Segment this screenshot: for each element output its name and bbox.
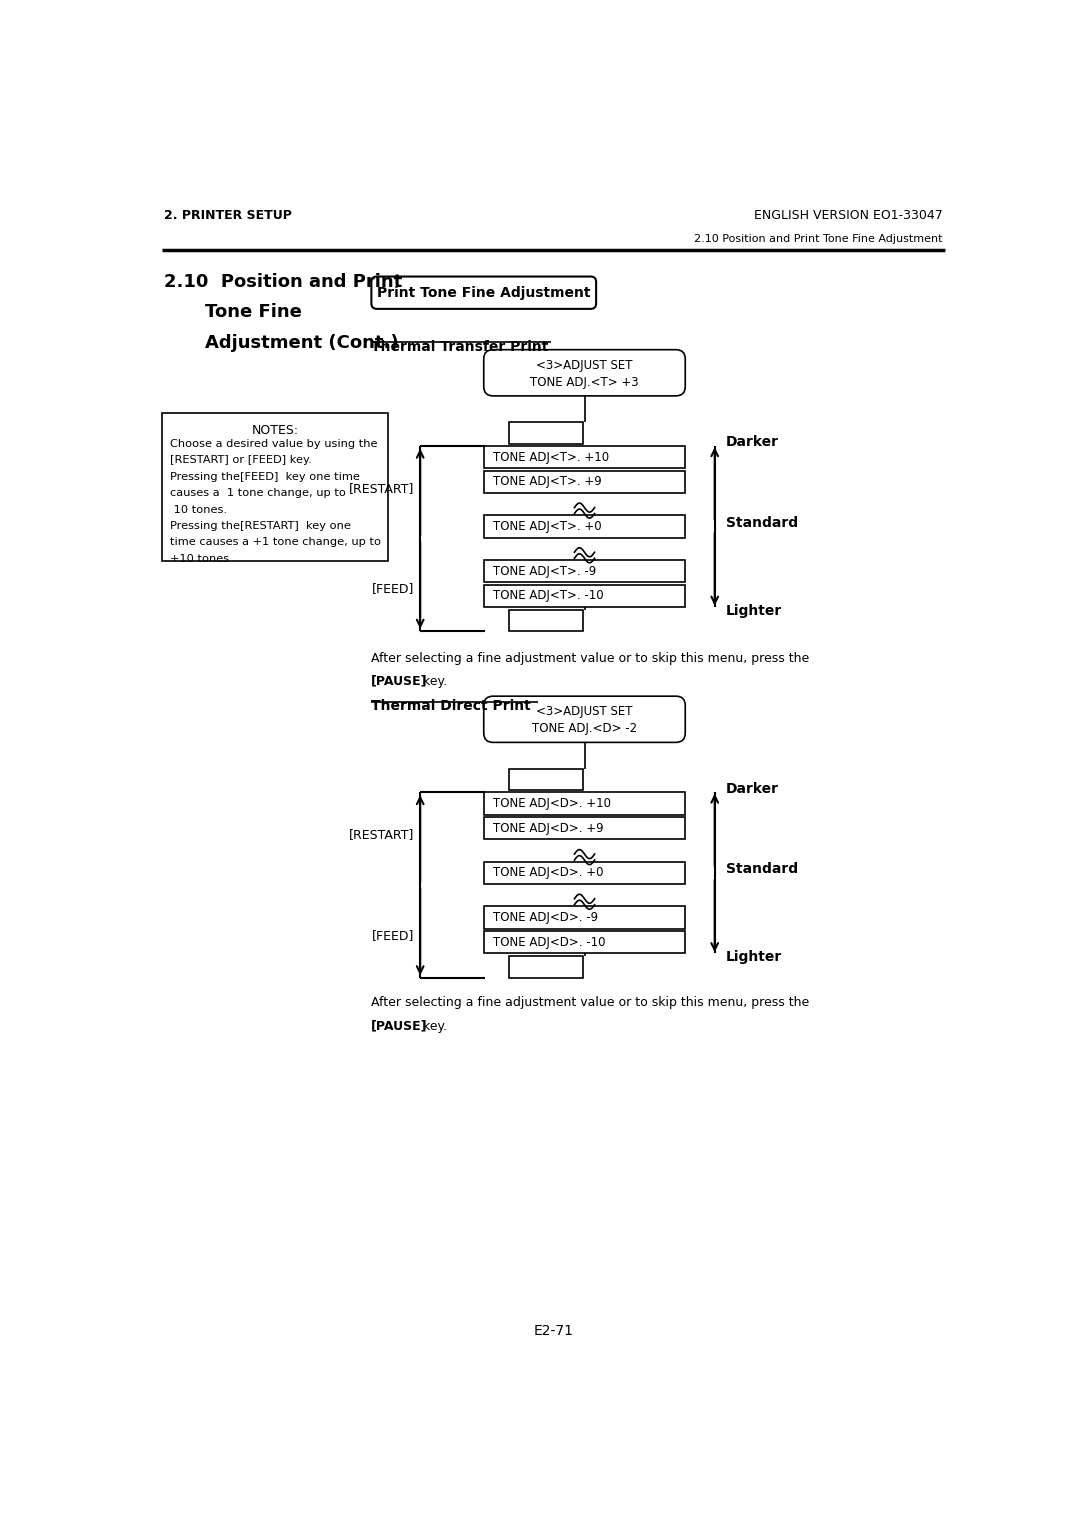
Text: TONE ADJ<T>. +9: TONE ADJ<T>. +9 bbox=[494, 475, 602, 489]
Bar bbox=[509, 957, 583, 978]
Bar bbox=[484, 793, 685, 814]
Text: Darker: Darker bbox=[726, 782, 779, 796]
Text: Standard: Standard bbox=[726, 862, 798, 876]
Text: Standard: Standard bbox=[726, 515, 798, 530]
Text: TONE ADJ<D>. +0: TONE ADJ<D>. +0 bbox=[494, 866, 604, 880]
Text: Adjustment (Cont.): Adjustment (Cont.) bbox=[205, 335, 399, 353]
Text: NOTES:: NOTES: bbox=[252, 423, 299, 437]
Text: [RESTART]: [RESTART] bbox=[349, 828, 414, 842]
Bar bbox=[484, 471, 685, 494]
Text: key.: key. bbox=[419, 1019, 447, 1033]
Text: <3>ADJUST SET: <3>ADJUST SET bbox=[537, 359, 633, 371]
Text: Lighter: Lighter bbox=[726, 604, 782, 617]
Text: Thermal Direct Print: Thermal Direct Print bbox=[372, 700, 531, 714]
Text: After selecting a fine adjustment value or to skip this menu, press the: After selecting a fine adjustment value … bbox=[372, 996, 810, 1010]
Text: 2.10  Position and Print: 2.10 Position and Print bbox=[164, 272, 403, 290]
Text: 10 tones.: 10 tones. bbox=[170, 504, 227, 515]
Bar bbox=[484, 559, 685, 582]
Text: 2.10 Position and Print Tone Fine Adjustment: 2.10 Position and Print Tone Fine Adjust… bbox=[694, 234, 943, 244]
Text: Thermal Transfer Print: Thermal Transfer Print bbox=[372, 339, 549, 353]
Bar bbox=[509, 422, 583, 443]
Bar bbox=[484, 906, 685, 929]
Bar bbox=[162, 413, 389, 561]
Bar bbox=[484, 515, 685, 538]
Bar bbox=[484, 931, 685, 953]
Text: time causes a +1 tone change, up to: time causes a +1 tone change, up to bbox=[170, 538, 381, 547]
Text: Lighter: Lighter bbox=[726, 950, 782, 964]
Bar bbox=[484, 862, 685, 885]
Bar bbox=[484, 817, 685, 839]
Text: Choose a desired value by using the: Choose a desired value by using the bbox=[170, 439, 377, 449]
Text: [FEED]: [FEED] bbox=[372, 582, 414, 596]
Text: TONE ADJ.<T> +3: TONE ADJ.<T> +3 bbox=[530, 376, 638, 388]
Text: <3>ADJUST SET: <3>ADJUST SET bbox=[537, 704, 633, 718]
Text: Tone Fine: Tone Fine bbox=[205, 304, 301, 321]
Bar bbox=[484, 446, 685, 468]
Text: ENGLISH VERSION EO1-33047: ENGLISH VERSION EO1-33047 bbox=[754, 209, 943, 222]
Text: Print Tone Fine Adjustment: Print Tone Fine Adjustment bbox=[377, 286, 591, 299]
Text: [PAUSE]: [PAUSE] bbox=[372, 675, 428, 688]
Text: 2. PRINTER SETUP: 2. PRINTER SETUP bbox=[164, 209, 293, 222]
Text: TONE ADJ<D>. +10: TONE ADJ<D>. +10 bbox=[494, 798, 611, 810]
Bar bbox=[509, 610, 583, 631]
Text: [RESTART]: [RESTART] bbox=[349, 481, 414, 495]
Text: Pressing the[FEED]  key one time: Pressing the[FEED] key one time bbox=[170, 472, 360, 481]
Text: TONE ADJ<D>. +9: TONE ADJ<D>. +9 bbox=[494, 822, 604, 834]
FancyBboxPatch shape bbox=[484, 350, 685, 396]
Text: E2-71: E2-71 bbox=[534, 1325, 573, 1339]
Text: [FEED]: [FEED] bbox=[372, 929, 414, 941]
Text: TONE ADJ<T>. -10: TONE ADJ<T>. -10 bbox=[494, 590, 604, 602]
FancyBboxPatch shape bbox=[372, 277, 596, 309]
Text: TONE ADJ<D>. -9: TONE ADJ<D>. -9 bbox=[494, 911, 598, 924]
Text: Darker: Darker bbox=[726, 435, 779, 449]
Text: TONE ADJ<D>. -10: TONE ADJ<D>. -10 bbox=[494, 935, 606, 949]
Text: TONE ADJ.<D> -2: TONE ADJ.<D> -2 bbox=[532, 723, 637, 735]
Text: After selecting a fine adjustment value or to skip this menu, press the: After selecting a fine adjustment value … bbox=[372, 651, 810, 665]
Bar bbox=[509, 769, 583, 790]
Text: [PAUSE]: [PAUSE] bbox=[372, 1019, 428, 1033]
Text: causes a  1 tone change, up to: causes a 1 tone change, up to bbox=[170, 489, 346, 498]
FancyBboxPatch shape bbox=[484, 697, 685, 743]
Text: Pressing the[RESTART]  key one: Pressing the[RESTART] key one bbox=[170, 521, 351, 532]
Text: +10 tones: +10 tones bbox=[170, 553, 229, 564]
Text: TONE ADJ<T>. +10: TONE ADJ<T>. +10 bbox=[494, 451, 609, 463]
Text: key.: key. bbox=[419, 675, 447, 688]
Bar bbox=[484, 585, 685, 607]
Text: TONE ADJ<T>. +0: TONE ADJ<T>. +0 bbox=[494, 520, 602, 533]
Text: [RESTART] or [FEED] key.: [RESTART] or [FEED] key. bbox=[170, 455, 312, 466]
Text: TONE ADJ<T>. -9: TONE ADJ<T>. -9 bbox=[494, 564, 596, 578]
